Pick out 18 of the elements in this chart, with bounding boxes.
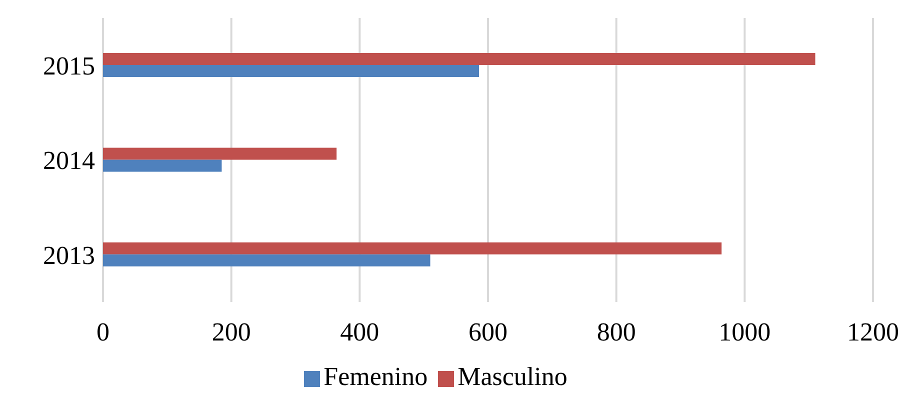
x-tick-label: 800 — [596, 317, 636, 346]
bar — [103, 53, 816, 66]
bar — [103, 65, 480, 78]
y-tick-label: 2015 — [43, 52, 95, 81]
bar — [103, 254, 430, 266]
legend-label: Femenino — [324, 362, 428, 391]
y-tick-label: 2014 — [43, 146, 95, 176]
bar — [103, 242, 722, 254]
x-tick-label: 200 — [212, 317, 251, 346]
x-tick-label: 1000 — [718, 317, 771, 346]
bar — [103, 148, 337, 160]
legend-label: Masculino — [458, 362, 568, 391]
bar — [103, 160, 222, 172]
x-tick-label: 400 — [340, 317, 380, 346]
x-tick-label: 1200 — [847, 317, 899, 346]
x-tick-label: 600 — [468, 317, 508, 346]
x-tick-label: 0 — [96, 317, 110, 346]
y-tick-label: 2013 — [43, 240, 95, 270]
